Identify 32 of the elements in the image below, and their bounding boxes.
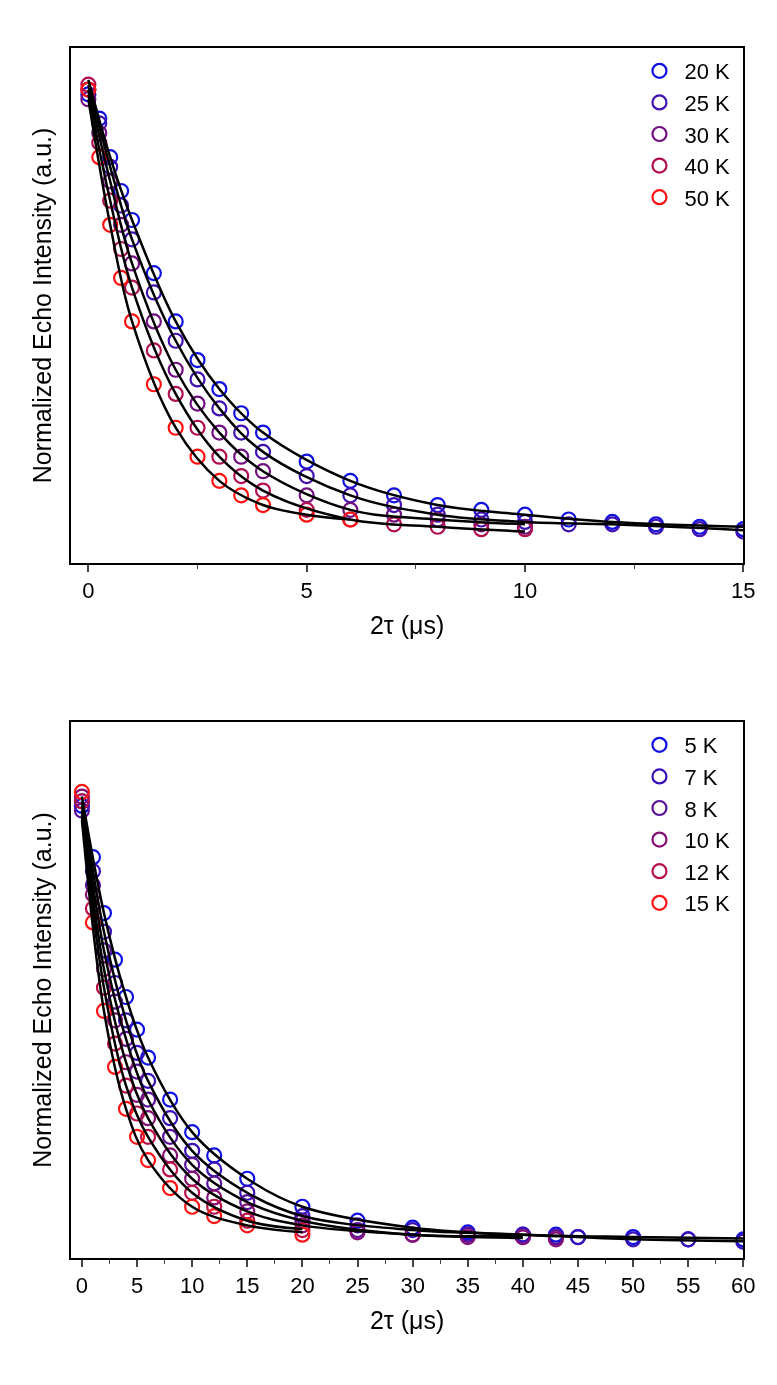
x-tick-label: 45	[565, 1273, 591, 1299]
x-axis-title: 2τ (μs)	[369, 610, 445, 639]
legend-label: 12 K	[684, 859, 731, 885]
x-tick-label: 5	[300, 578, 313, 604]
x-tick-label: 15	[235, 1273, 260, 1299]
x-axis-title: 2τ (μs)	[369, 1305, 445, 1334]
x-tick-label: 60	[731, 1273, 756, 1299]
x-tick-label: 40	[510, 1273, 536, 1299]
y-axis-title: Normalized Echo Intensity (a.u.)	[28, 812, 57, 1168]
x-tick-label: 10	[179, 1273, 205, 1299]
x-tick-label: 50	[620, 1273, 646, 1299]
x-tick-label: 55	[675, 1273, 701, 1299]
legend-label: 40 K	[684, 154, 731, 180]
y-axis-title: Normalized Echo Intensity (a.u.)	[28, 127, 57, 484]
x-tick-label: 0	[75, 1273, 89, 1299]
x-tick-label: 30	[400, 1273, 425, 1299]
legend-label: 10 K	[684, 828, 731, 854]
legend-label: 8 K	[684, 796, 718, 822]
x-tick-label: 20	[290, 1273, 315, 1299]
legend-label: 30 K	[684, 122, 731, 148]
legend-label: 15 K	[684, 891, 731, 917]
x-tick-label: 10	[512, 578, 538, 604]
x-tick-label: 5	[130, 1273, 144, 1299]
x-tick-label: 35	[455, 1273, 480, 1299]
legend-label: 5 K	[684, 733, 718, 759]
legend-label: 20 K	[684, 59, 731, 85]
legend-label: 7 K	[684, 764, 718, 790]
x-tick-label: 25	[345, 1273, 370, 1299]
x-tick-label: 0	[82, 578, 95, 604]
x-tick-label: 15	[731, 578, 756, 604]
legend-label: 50 K	[684, 185, 731, 211]
legend-label: 25 K	[684, 90, 731, 116]
